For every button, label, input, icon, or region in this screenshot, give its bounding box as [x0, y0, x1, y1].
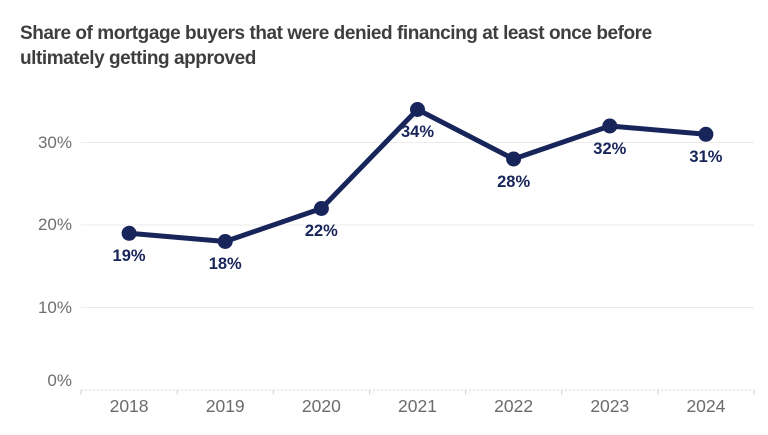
- data-point-label: 19%: [112, 246, 146, 265]
- x-axis-label: 2020: [301, 396, 341, 416]
- x-axis-label: 2022: [494, 396, 534, 416]
- data-point: [698, 126, 714, 142]
- data-point: [121, 225, 137, 241]
- data-point: [506, 151, 522, 167]
- x-axis-label: 2023: [590, 396, 630, 416]
- y-axis-tick-label: 20%: [37, 215, 72, 234]
- y-axis-tick-label: 10%: [37, 297, 72, 317]
- y-axis-tick-label: 0%: [47, 371, 72, 390]
- data-point: [410, 102, 425, 117]
- data-point-label: 22%: [304, 222, 338, 240]
- data-point-label: 34%: [400, 123, 435, 141]
- data-point-label: 31%: [689, 147, 723, 166]
- data-point-label: 18%: [208, 255, 242, 273]
- chart-title-line-2: ultimately getting approved: [20, 48, 256, 69]
- x-axis-label: 2024: [686, 396, 726, 416]
- y-axis-tick-label: 30%: [37, 132, 72, 152]
- x-axis-label: 2019: [205, 396, 245, 416]
- data-point: [313, 201, 329, 216]
- x-axis-label: 2018: [109, 396, 149, 416]
- data-point: [217, 234, 233, 249]
- data-point-label: 32%: [593, 139, 627, 158]
- x-axis-label: 2021: [398, 396, 437, 416]
- data-point-label: 28%: [497, 172, 531, 191]
- data-point: [602, 118, 618, 134]
- chart-title-line-1: Share of mortgage buyers that were denie…: [20, 23, 652, 44]
- chart-title: Share of mortgage buyers that were denie…: [20, 21, 750, 71]
